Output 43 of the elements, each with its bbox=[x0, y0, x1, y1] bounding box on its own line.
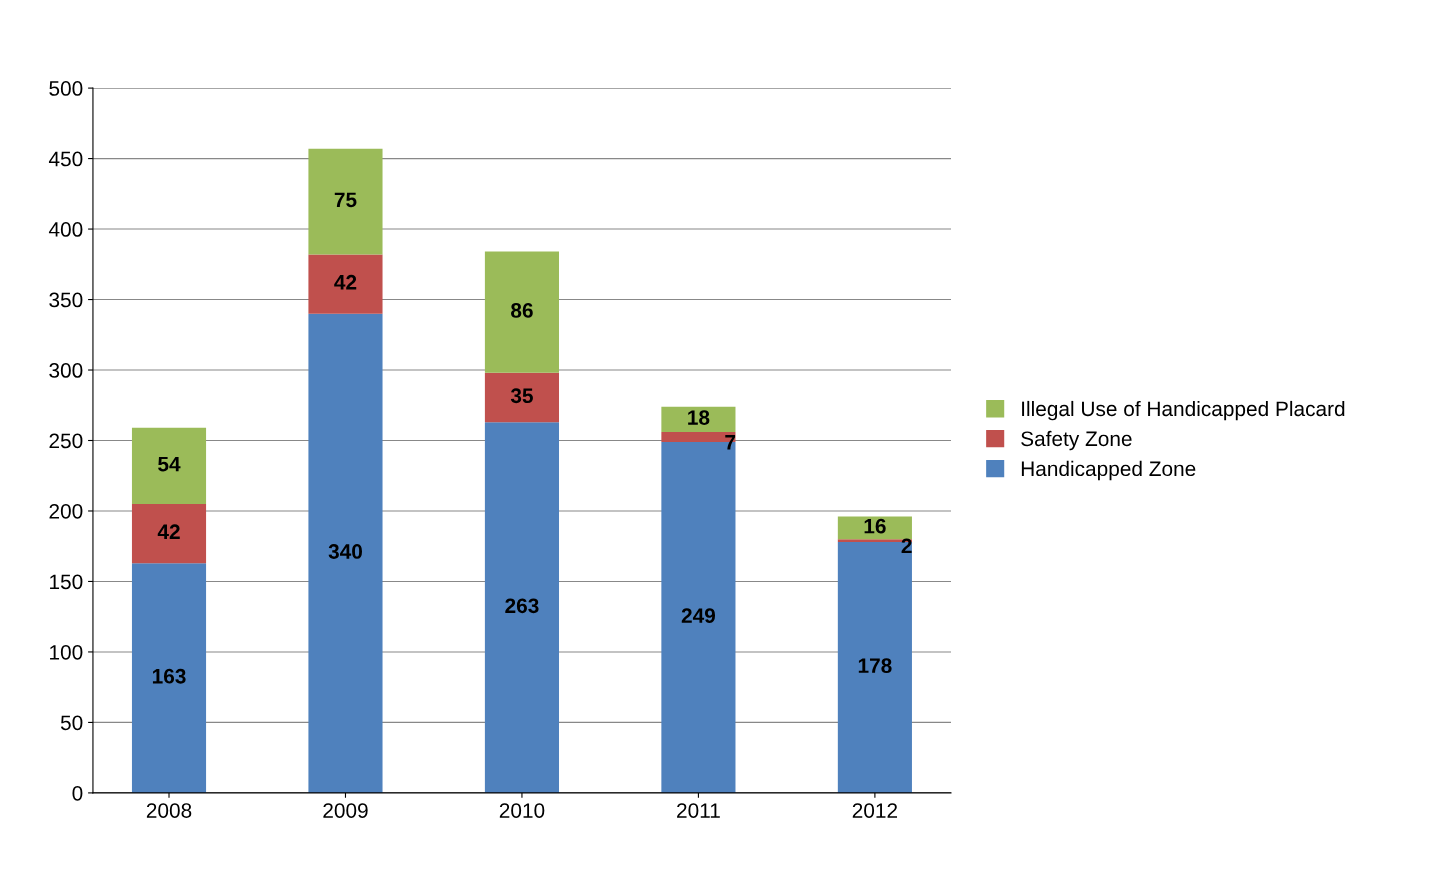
data-label: 75 bbox=[334, 192, 357, 208]
y-tick-label: 300 bbox=[49, 363, 83, 378]
bar bbox=[484, 372, 560, 423]
legend-label: Illegal Use of Handicapped Placard bbox=[1022, 400, 1345, 421]
bar bbox=[484, 251, 560, 373]
data-label: 86 bbox=[511, 303, 533, 318]
y-tick-label: 200 bbox=[49, 503, 83, 519]
bar bbox=[308, 254, 383, 314]
x-tick-label: 2011 bbox=[677, 803, 720, 818]
y-tick-label: 400 bbox=[48, 222, 83, 237]
y-tick-label: 450 bbox=[48, 151, 83, 167]
data-label: 340 bbox=[328, 544, 363, 559]
data-label: 35 bbox=[510, 388, 533, 404]
y-tick-label: 50 bbox=[60, 715, 83, 731]
y-tick-label: 100 bbox=[50, 644, 83, 660]
bar bbox=[131, 503, 207, 564]
data-label: 263 bbox=[505, 598, 539, 614]
bar bbox=[661, 406, 736, 433]
bar bbox=[131, 427, 207, 504]
bar bbox=[131, 563, 207, 793]
data-label: 249 bbox=[681, 608, 716, 623]
bar bbox=[308, 148, 383, 255]
y-tick-label: 350 bbox=[49, 292, 83, 308]
x-tick-label: 2012 bbox=[852, 803, 898, 818]
data-label: 18 bbox=[688, 410, 710, 425]
data-label: 42 bbox=[157, 524, 180, 539]
y-tick-label: 250 bbox=[49, 433, 83, 449]
x-tick-label: 2008 bbox=[146, 803, 192, 818]
legend-label: Handicapped Zone bbox=[1021, 460, 1196, 481]
x-tick-label: 2010 bbox=[499, 803, 545, 818]
y-tick-label: 150 bbox=[50, 574, 83, 590]
legend-label: Safety Zone bbox=[1021, 430, 1132, 451]
y-tick-label: 0 bbox=[72, 785, 83, 801]
y-tick-label: 500 bbox=[49, 81, 83, 96]
data-label: 163 bbox=[152, 668, 186, 684]
data-label: 16 bbox=[864, 518, 886, 534]
data-label: 2 bbox=[901, 538, 912, 554]
bar bbox=[484, 422, 560, 793]
bar bbox=[308, 313, 383, 793]
data-label: 54 bbox=[158, 456, 181, 472]
x-tick-label: 2009 bbox=[323, 803, 368, 818]
data-label: 178 bbox=[858, 658, 892, 674]
data-label: 42 bbox=[334, 274, 357, 290]
